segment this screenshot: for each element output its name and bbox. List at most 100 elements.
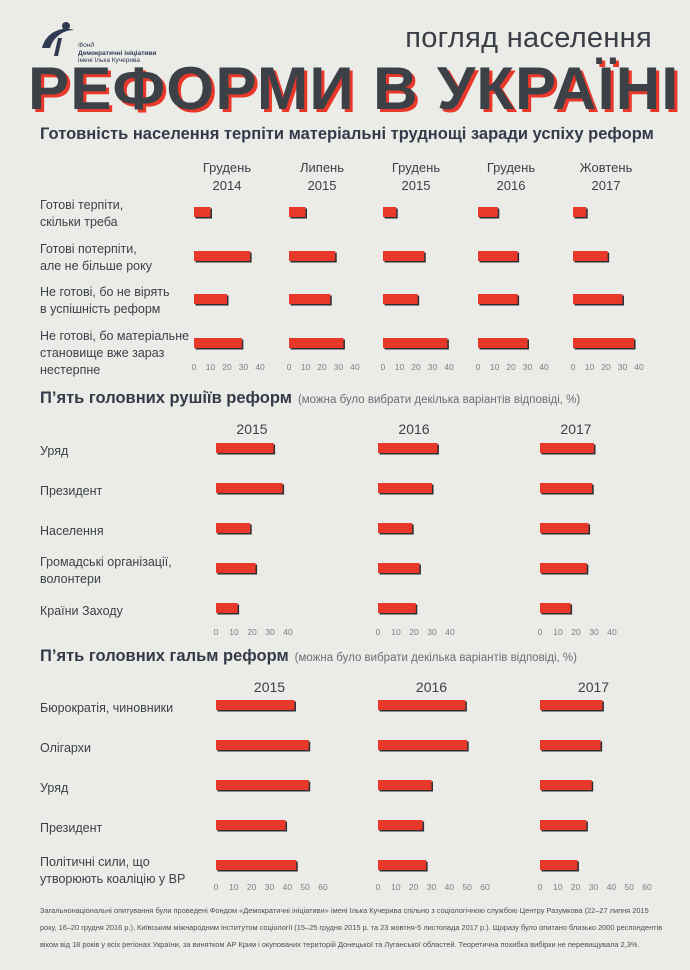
chart-3-tick-label: 60 — [318, 882, 328, 892]
chart-2-tick-label: 10 — [391, 627, 401, 637]
chart-1-tick-label: 20 — [411, 362, 421, 372]
chart-3-bar — [216, 860, 297, 870]
chart-1-bar — [289, 207, 306, 217]
chart-2-note: (можна було вибрати декілька варіантів в… — [297, 394, 581, 406]
chart-2-category-label: Громадські організації, — [40, 555, 172, 569]
brand-logo: Фонд Демократичні ініціативи імені Ілька… — [36, 18, 176, 65]
chart-1-period-label: 2014 — [213, 178, 242, 193]
chart-3-tick-label: 40 — [445, 882, 455, 892]
chart-2-bar — [540, 483, 593, 493]
chart-3-bar — [378, 740, 468, 750]
chart-2-title: П’ять головних рушіїв реформ (можна було … — [40, 389, 580, 408]
brand-logo-icon — [42, 22, 74, 56]
chart-1-title: Готовність населення терпіти матеріальні… — [40, 125, 654, 143]
chart-2-category-label: волонтери — [40, 572, 101, 586]
chart-3-tick-label: 20 — [409, 882, 419, 892]
chart-2-period-label: 2016 — [398, 421, 429, 437]
chart-1-bar — [194, 294, 227, 304]
chart-1-tick-label: 40 — [255, 362, 265, 372]
chart-1-category-label: становище вже зараз — [40, 346, 165, 360]
chart-3-category-label: Олігархи — [40, 741, 91, 755]
chart-1-tick-label: 40 — [634, 362, 644, 372]
chart-2-bar — [378, 563, 420, 573]
chart-3-tick-label: 0 — [214, 882, 219, 892]
chart-3-bar — [216, 820, 286, 830]
chart-3-period-label: 2017 — [578, 679, 609, 695]
chart-2-tick-label: 10 — [229, 627, 239, 637]
chart-1-bar — [573, 207, 587, 217]
chart-2-tick-label: 0 — [538, 627, 543, 637]
chart-1-tick-label: 20 — [222, 362, 232, 372]
chart-1-tick-label: 30 — [618, 362, 628, 372]
chart-1-bar — [573, 294, 623, 304]
chart-1-category-label: Готові потерпіти, — [40, 242, 137, 256]
chart-3-tick-label: 50 — [624, 882, 634, 892]
chart-3-bar — [216, 700, 295, 710]
chart-2-tick-label: 30 — [427, 627, 437, 637]
chart-2-tick-label: 20 — [247, 627, 257, 637]
chart-3-bar — [378, 780, 432, 790]
chart-3-tick-label: 10 — [229, 882, 239, 892]
chart-1-period-label: 2016 — [497, 178, 526, 193]
chart-2-tick-label: 40 — [607, 627, 617, 637]
chart-3-category-label: утворюють коаліцію у ВР — [40, 872, 185, 886]
chart-1-bar — [478, 251, 518, 261]
chart-2-bar — [216, 523, 251, 533]
chart-1-tick-label: 10 — [301, 362, 311, 372]
chart-2-tick-label: 20 — [409, 627, 419, 637]
chart-3-note: (можна було вибрати декілька варіантів в… — [294, 652, 577, 664]
chart-1-tick-label: 30 — [239, 362, 249, 372]
chart-3-tick-label: 0 — [538, 882, 543, 892]
chart-3-bar — [216, 740, 309, 750]
chart-1-bar — [478, 338, 528, 348]
brand-line-3: імені Ілька Кучерива — [78, 57, 141, 64]
chart-3-tick-label: 40 — [283, 882, 293, 892]
chart-1-tick-label: 30 — [428, 362, 438, 372]
chart-3-period-label: 2015 — [254, 679, 285, 695]
chart-3-category-label: Бюрократія, чиновники — [40, 701, 173, 715]
chart-3-tick-label: 50 — [300, 882, 310, 892]
chart-2-tick-label: 40 — [445, 627, 455, 637]
chart-1-period-label: 2017 — [592, 178, 621, 193]
chart-1-tick-label: 0 — [287, 362, 292, 372]
chart-1-period-label: Жовтень — [580, 160, 633, 175]
chart-3-tick-label: 60 — [480, 882, 490, 892]
chart-2-bar — [216, 563, 256, 573]
chart-1-tick-label: 0 — [476, 362, 481, 372]
chart-1-tick-label: 0 — [571, 362, 576, 372]
chart-2-period-label: 2017 — [560, 421, 591, 437]
chart-3-category-label: Президент — [40, 821, 102, 835]
chart-2-tick-label: 30 — [589, 627, 599, 637]
chart-1-bar — [383, 251, 425, 261]
chart-2-bar — [378, 443, 438, 453]
chart-3-bar — [540, 820, 587, 830]
chart-1-tick-label: 0 — [381, 362, 386, 372]
chart-2-bar — [216, 483, 283, 493]
chart-1-tick-label: 20 — [506, 362, 516, 372]
chart-1-category-label: нестерпне — [40, 363, 100, 377]
chart-2-tick-label: 20 — [571, 627, 581, 637]
chart-3-tick-label: 0 — [376, 882, 381, 892]
chart-1-bar — [478, 294, 518, 304]
chart-1-bar — [289, 251, 336, 261]
chart-3-category-label: Уряд — [40, 781, 69, 795]
brand-name: Фонд Демократичні ініціативи імені Ілька… — [78, 42, 156, 65]
chart-2-category-label: Президент — [40, 484, 102, 498]
chart-1-tick-label: 10 — [585, 362, 595, 372]
chart-1-bar — [383, 207, 397, 217]
brand-line-2: Демократичні ініціативи — [78, 49, 157, 57]
page-subtitle: погляд населення — [405, 22, 652, 54]
chart-1-bar — [478, 207, 498, 217]
chart-1-category-label: але не більше року — [40, 259, 153, 273]
chart-1-bar — [383, 294, 418, 304]
chart-1-period-label: Грудень — [392, 160, 440, 175]
chart-1-period-label: 2015 — [308, 178, 337, 193]
chart-2-bar — [378, 483, 432, 493]
chart-1-bar — [289, 338, 344, 348]
chart-1-period-label: Грудень — [487, 160, 535, 175]
chart-2-bar — [378, 523, 413, 533]
chart-3-period-label: 2016 — [416, 679, 447, 695]
chart-1-category-label: Не готові, бо не вірять — [40, 285, 169, 299]
chart-1-bar — [383, 338, 448, 348]
chart-1-period-label: Грудень — [203, 160, 251, 175]
